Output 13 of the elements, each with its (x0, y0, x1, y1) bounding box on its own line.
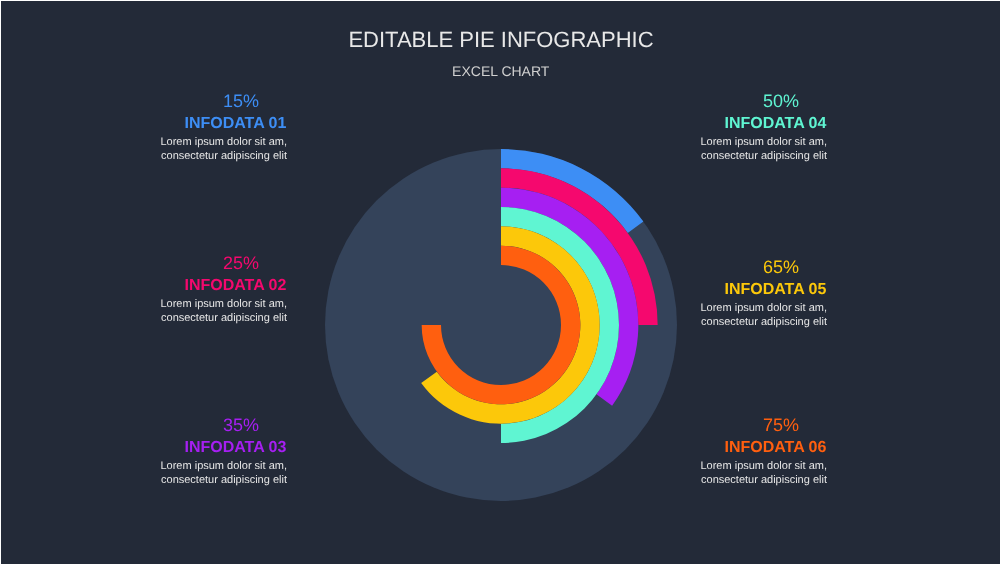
text: EDITABLE PIE INFOGRAPHIC (348, 29, 654, 53)
category-label: INFODATA 06 (724, 438, 828, 456)
data-label: 75% (762, 415, 800, 435)
data-label: 25% (222, 253, 260, 273)
data-label: 15% (222, 91, 260, 111)
category-label: INFODATA 02 (184, 276, 288, 294)
data-label: 50% (762, 91, 800, 111)
data-label: 65% (762, 257, 800, 277)
category-label: INFODATA 05 (724, 280, 828, 298)
category-label: INFODATA 01 (184, 114, 288, 132)
category-label: INFODATA 03 (184, 438, 288, 456)
category-label: INFODATA 04 (724, 114, 828, 132)
data-label: 35% (222, 415, 260, 435)
